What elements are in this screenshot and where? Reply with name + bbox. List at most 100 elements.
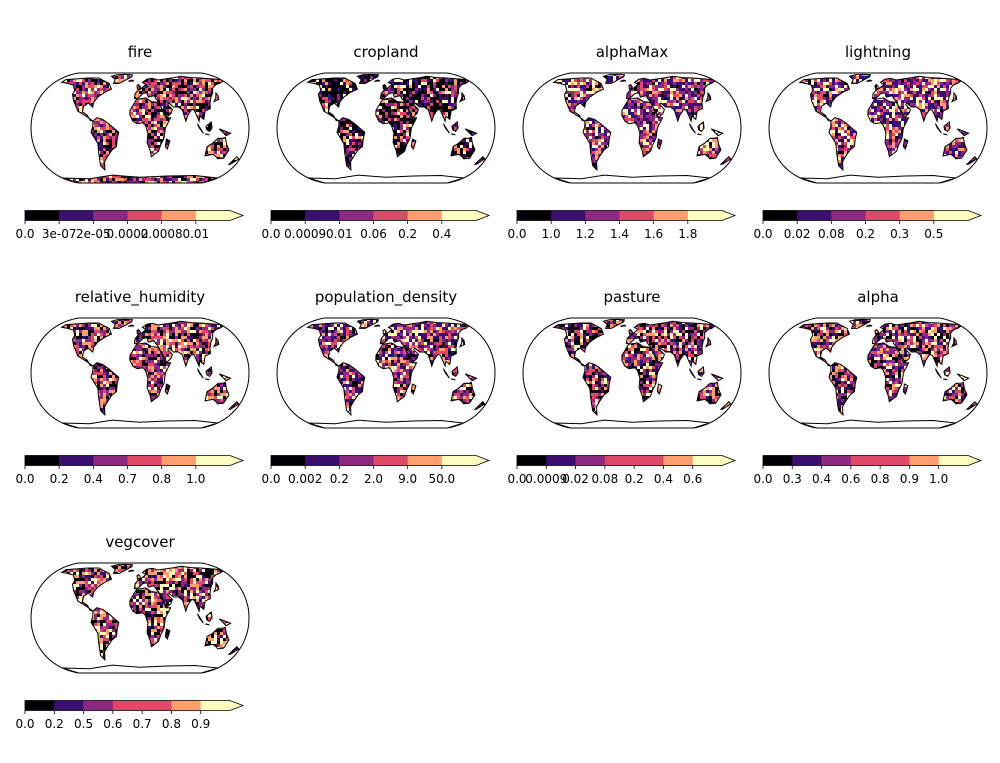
colorbar-segment	[84, 701, 114, 711]
colorbar-tick-label: 2.0	[364, 472, 383, 486]
colorbar-segment	[196, 456, 230, 466]
colorbar-tick-label: 1.2	[576, 227, 595, 241]
colorbar-segment	[59, 456, 93, 466]
colorbar-tick-label: 0.5	[924, 227, 943, 241]
colorbar-extend-arrow	[968, 211, 981, 221]
map-svg	[517, 63, 747, 193]
panel-title: vegcover	[25, 533, 255, 551]
colorbar-segment	[688, 211, 722, 221]
colorbar-segment	[939, 456, 969, 466]
colorbar-svg	[25, 210, 255, 224]
colorbar-extend-arrow	[476, 456, 489, 466]
colorbar-segment	[792, 456, 822, 466]
world-map	[517, 308, 747, 438]
colorbar-segment	[54, 701, 84, 711]
colorbar-segment	[654, 211, 688, 221]
colorbar-tick-label: 0.0009	[284, 227, 326, 241]
panel-title: lightning	[763, 43, 993, 61]
colorbar-segment	[797, 211, 831, 221]
colorbar-svg	[25, 455, 255, 469]
world-map	[25, 308, 255, 438]
colorbar-segment	[93, 211, 127, 221]
colorbar-segment	[271, 456, 305, 466]
colorbar-tick-label: 0.0	[753, 227, 772, 241]
colorbar-segment	[162, 456, 196, 466]
colorbar-tick-label: 0.2	[50, 472, 69, 486]
colorbar-segment	[171, 701, 201, 711]
colorbar-tick-label: 0.6	[841, 472, 860, 486]
colorbar-segment	[517, 456, 547, 466]
colorbar-segment	[763, 211, 797, 221]
colorbar-segment	[128, 456, 162, 466]
colorbar-tick-label: 50.0	[428, 472, 455, 486]
colorbar-tick-label: 1.0	[542, 227, 561, 241]
map-svg	[25, 553, 255, 683]
colorbar-extend-arrow	[230, 701, 243, 711]
panel-title: population_density	[271, 288, 501, 306]
colorbar-tick-label: 0.4	[654, 472, 673, 486]
map-svg	[763, 308, 993, 438]
panel-title: relative_humidity	[25, 288, 255, 306]
colorbar-svg	[25, 700, 255, 714]
panel-title: alpha	[763, 288, 993, 306]
colorbar-segment	[517, 211, 551, 221]
world-map	[763, 308, 993, 438]
colorbar-tick-label: 0.002	[288, 472, 322, 486]
colorbar-segment	[693, 456, 723, 466]
colorbar-svg	[271, 210, 501, 224]
colorbar-segment	[339, 456, 373, 466]
colorbar-tick-label: 0.01	[326, 227, 353, 241]
colorbar-segment	[408, 456, 442, 466]
map-svg	[271, 308, 501, 438]
colorbar-tick-label: 0.0008	[141, 227, 183, 241]
colorbar-tick-label: 0.0	[753, 472, 772, 486]
world-map	[271, 63, 501, 193]
colorbar-segment	[142, 701, 172, 711]
world-map	[25, 63, 255, 193]
colorbar-tick-label: 9.0	[398, 472, 417, 486]
colorbar-tick-label: 1.0	[186, 472, 205, 486]
colorbar-tick-label: 0.0	[15, 227, 34, 241]
world-map	[271, 308, 501, 438]
colorbar-tick-label: 3e-07	[42, 227, 77, 241]
colorbar-tick-label: 0.08	[818, 227, 845, 241]
colorbar-segment	[442, 456, 476, 466]
colorbar-tick-label: 1.0	[929, 472, 948, 486]
colorbar-tick-label: 0.0	[261, 227, 280, 241]
panel-title: alphaMax	[517, 43, 747, 61]
colorbar-tick-label: 0.7	[133, 717, 152, 731]
colorbar-tick-label: 0.0	[15, 717, 34, 731]
colorbar-extend-arrow	[722, 211, 735, 221]
colorbar-segment	[113, 701, 143, 711]
colorbar-tick-label: 0.2	[45, 717, 64, 731]
colorbar-svg	[763, 210, 993, 224]
colorbar-svg	[271, 455, 501, 469]
colorbar-tick-label: 1.6	[644, 227, 663, 241]
colorbar-tick-label: 0.8	[162, 717, 181, 731]
colorbar-tick-label: 0.0009	[525, 472, 567, 486]
colorbar-segment	[408, 211, 442, 221]
colorbar-segment	[201, 701, 231, 711]
colorbar-segment	[620, 211, 654, 221]
colorbar-segment	[866, 211, 900, 221]
colorbar-tick-label: 0.2	[330, 472, 349, 486]
colorbar-segment	[909, 456, 939, 466]
colorbar-tick-label: 0.01	[182, 227, 209, 241]
colorbar-tick-label: 0.8	[152, 472, 171, 486]
world-map	[25, 553, 255, 683]
colorbar-segment	[25, 456, 59, 466]
colorbar-tick-label: 1.8	[678, 227, 697, 241]
colorbar-segment	[305, 211, 339, 221]
colorbar-segment	[605, 456, 635, 466]
